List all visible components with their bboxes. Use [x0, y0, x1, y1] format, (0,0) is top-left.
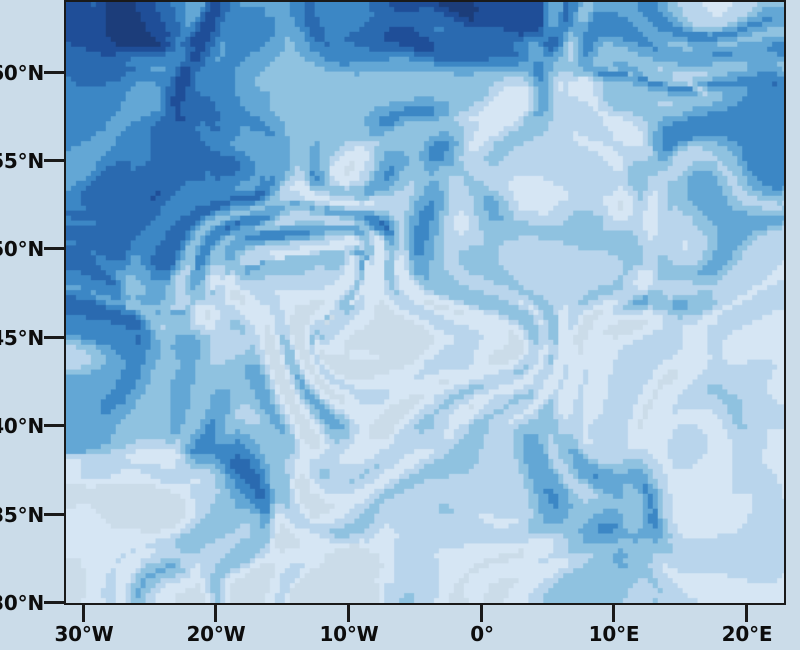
y-tick-mark-60N: [44, 71, 64, 74]
x-tick-label-20E: 20°E: [721, 622, 773, 646]
x-tick-mark-20W: [214, 605, 217, 622]
x-tick-label-30W: 30°W: [54, 622, 114, 646]
x-tick-mark-10W: [347, 605, 350, 622]
y-tick-mark-50N: [44, 247, 64, 250]
x-tick-label-20W: 20°W: [186, 622, 246, 646]
y-tick-mark-55N: [44, 159, 64, 162]
y-tick-label-50N: 50°N: [0, 237, 44, 261]
y-tick-label-60N: 60°N: [0, 61, 44, 85]
y-tick-mark-35N: [44, 513, 64, 516]
y-tick-label-30N: 30°N: [0, 591, 44, 615]
x-tick-label-10W: 10°W: [319, 622, 379, 646]
contour-map-image: [66, 2, 784, 603]
y-tick-mark-30N: [44, 601, 64, 604]
y-tick-mark-40N: [44, 424, 64, 427]
y-tick-label-45N: 45°N: [0, 326, 44, 350]
map-plot-area[interactable]: [64, 0, 786, 605]
x-tick-label-10E: 10°E: [588, 622, 640, 646]
x-tick-mark-0: [480, 605, 483, 622]
x-tick-mark-10E: [612, 605, 615, 622]
y-tick-label-40N: 40°N: [0, 414, 44, 438]
x-tick-mark-20E: [745, 605, 748, 622]
y-tick-mark-45N: [44, 336, 64, 339]
x-tick-label-0: 0°: [470, 622, 494, 646]
y-tick-label-35N: 35°N: [0, 503, 44, 527]
y-tick-label-55N: 55°N: [0, 149, 44, 173]
x-tick-mark-30W: [82, 605, 85, 622]
